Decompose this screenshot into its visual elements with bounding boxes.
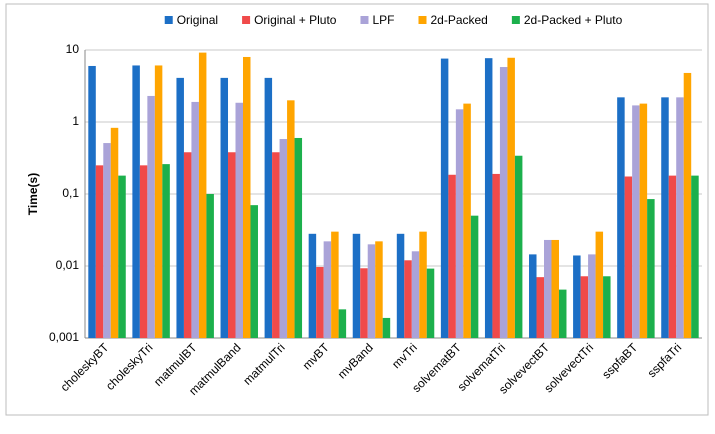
bar [668,175,677,338]
bar [632,105,640,338]
legend-label: LPF [372,13,394,27]
bar [264,77,273,338]
bar [484,58,493,338]
legend-swatch [418,16,427,24]
bar [191,101,199,338]
bar [639,103,648,338]
y-tick-label: 0,01 [56,258,80,272]
y-tick-label: 1 [72,114,79,128]
bar [683,72,692,339]
bar [367,244,376,338]
bar [624,176,633,338]
bar [661,97,669,338]
y-tick-label: 0,001 [49,330,79,344]
bar [426,268,435,338]
bar [382,317,391,338]
bar [316,266,324,338]
bar [396,233,405,338]
bar [139,165,148,338]
bar [147,95,155,338]
bar [551,239,559,338]
legend-swatch [164,16,173,24]
bar [499,67,508,338]
legend-swatch [511,16,520,24]
bar [463,103,471,338]
bar [206,194,214,338]
bar [492,173,500,338]
bar [338,309,347,338]
bar [455,109,464,338]
bar [588,254,596,338]
bar [360,268,368,338]
bar [580,276,589,338]
bar [176,77,184,338]
bar [242,56,251,339]
bar [352,233,361,338]
bar [308,233,317,338]
bar [95,165,104,338]
bar [132,65,140,339]
bar [375,241,383,338]
bar [595,231,604,338]
bar [573,255,581,338]
bar [544,239,552,338]
bar [470,215,479,338]
bar [617,97,625,338]
bar [404,260,412,338]
bar [294,137,303,338]
legend-label: Original [177,13,218,27]
bar [558,289,567,338]
legend-label: Original + Pluto [254,13,337,27]
legend-label: 2d-Packed + Pluto [524,13,623,27]
bar [287,100,295,339]
bar [448,174,456,338]
bar [250,205,258,338]
y-tick-label: 10 [66,42,80,56]
bar [676,97,684,338]
bar [279,139,288,338]
bar [529,254,537,338]
bar [440,58,449,338]
y-axis-label: Time(s) [26,173,40,215]
bar [536,277,545,338]
bar [110,127,119,338]
bar [235,102,243,338]
bar [88,65,96,338]
bar [603,276,611,338]
legend-label: 2d-Packed [430,13,487,27]
bar [103,143,111,338]
legend-swatch [360,16,369,24]
legend-swatch [242,16,251,24]
bar [419,231,427,338]
bar [162,164,170,338]
bar [507,57,515,338]
bar [691,175,699,338]
y-tick-label: 0,1 [62,186,79,200]
bar [323,241,332,338]
bar [183,152,192,338]
bar [220,77,229,338]
bar [198,52,207,339]
bar [154,65,163,339]
bar [514,155,523,338]
bar [228,152,236,338]
bar [331,231,339,338]
bar [118,175,126,338]
bar [647,199,655,338]
bar [272,152,280,338]
bar [411,251,420,338]
